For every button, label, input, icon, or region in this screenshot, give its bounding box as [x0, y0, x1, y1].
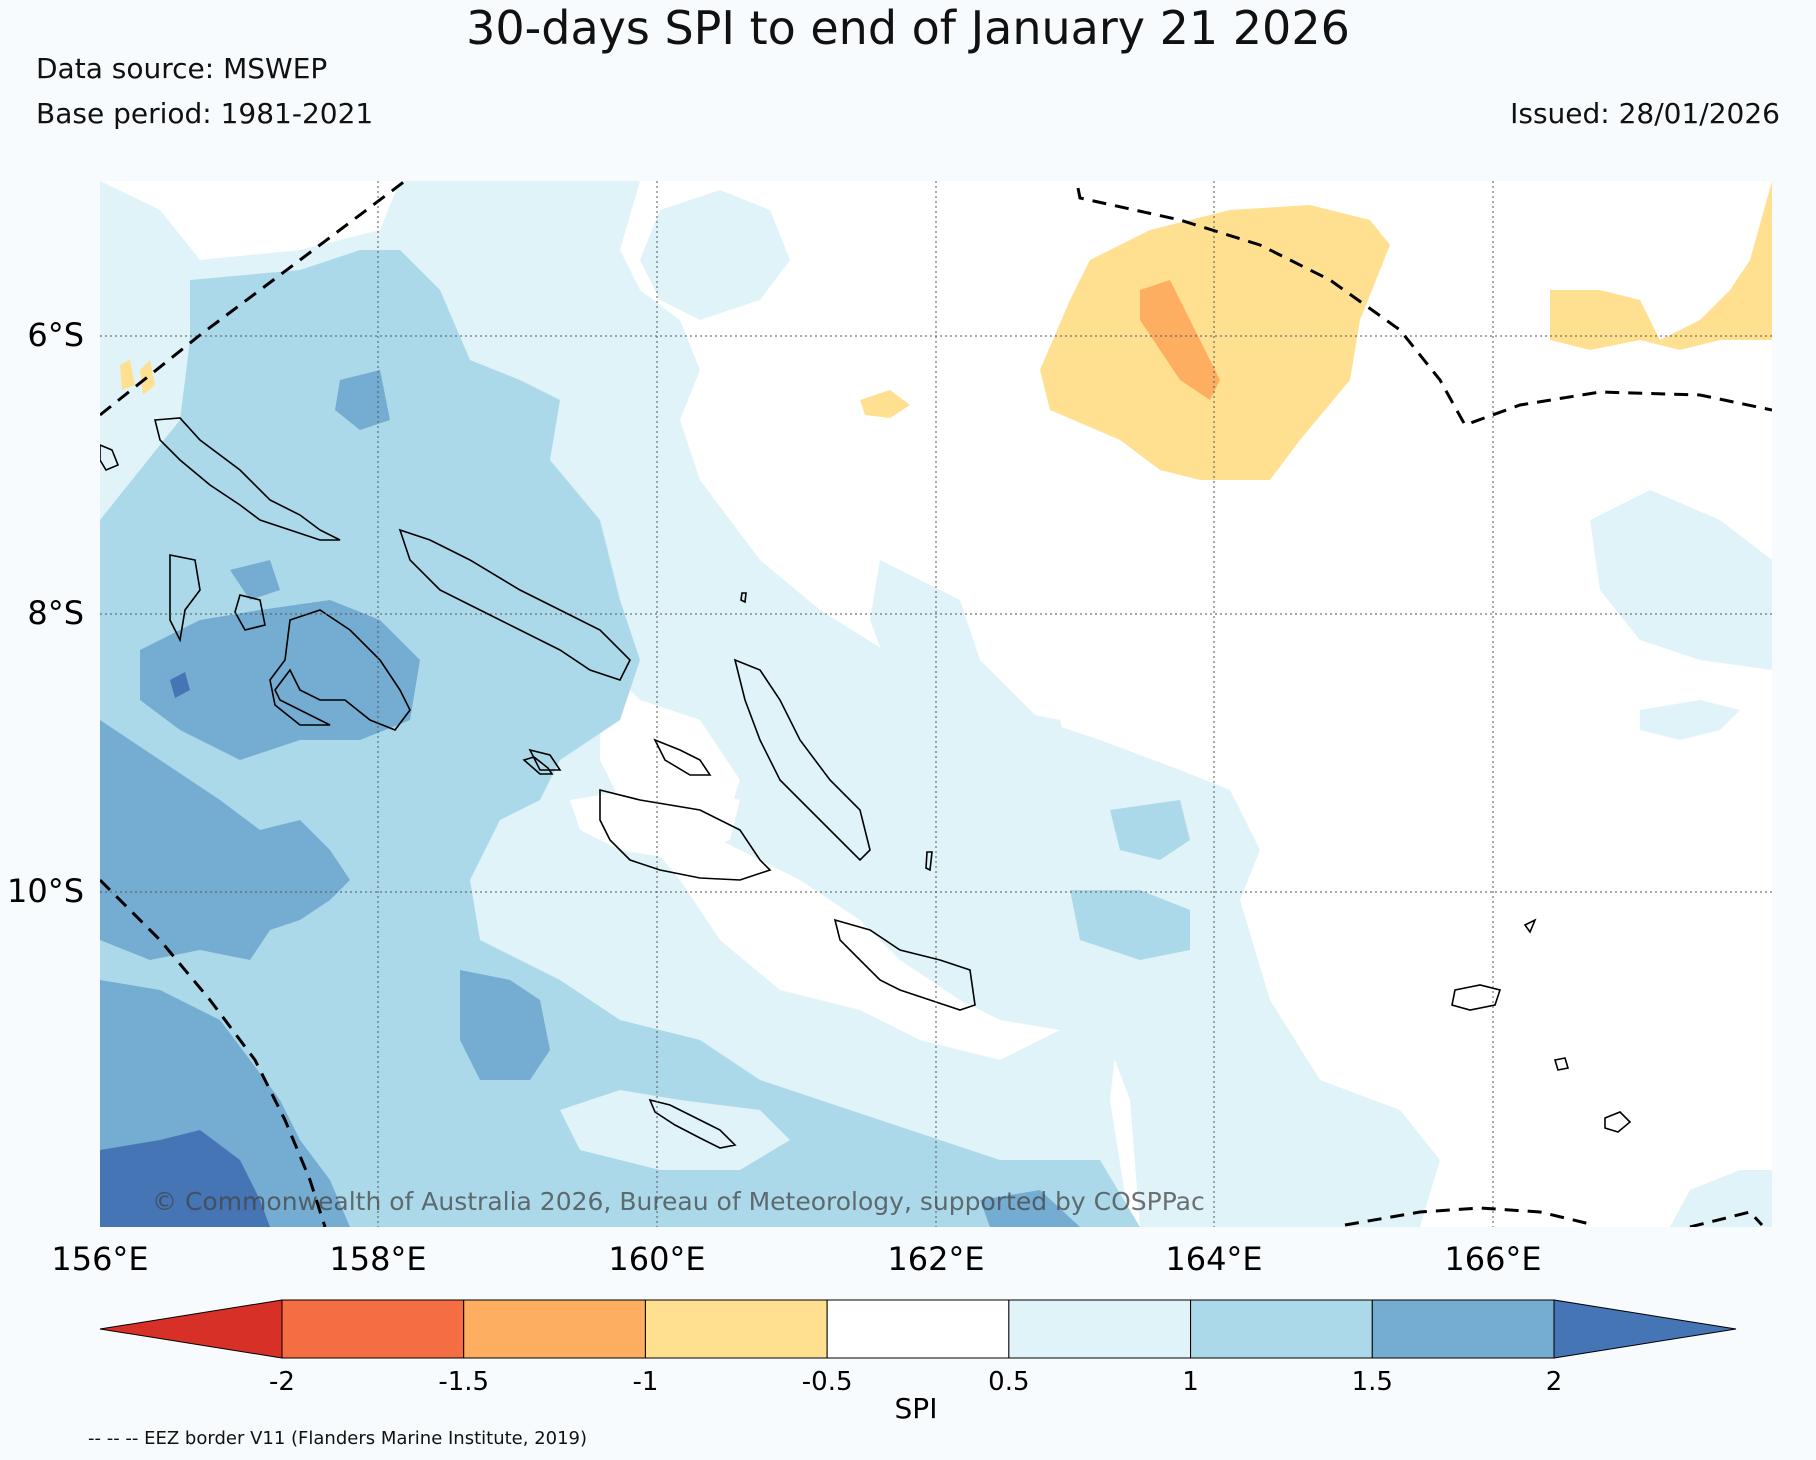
spi-area-wet-small [230, 560, 280, 600]
spi-area-slightly-wet-ne2 [1640, 700, 1740, 740]
coastlines [100, 417, 1632, 1149]
colorbar-tick-label: 1.5 [1352, 1367, 1393, 1397]
island-kolombangara [234, 594, 266, 631]
colorbar-tick-label: -0.5 [802, 1367, 853, 1397]
lon-label-158e: 158°E [329, 1240, 426, 1278]
colorbar-extension-low [99, 1299, 283, 1359]
spi-area-slightly-dry-w2 [140, 360, 155, 395]
spi-area-slightly-wet-s [560, 1090, 790, 1170]
spi-area-wet-n [335, 370, 390, 430]
spi-area-moderately-wet-e2 [1070, 890, 1190, 960]
spi-area-very-wet [100, 1130, 270, 1227]
base-period-text: Base period: 1981-2021 [36, 97, 374, 130]
island-russell [528, 748, 562, 771]
graticule [100, 181, 1772, 1227]
spi-area-slightly-dry-ne [1040, 205, 1390, 480]
spi-area-slightly-wet-ne [1590, 490, 1772, 670]
spi-area-normal-central [600, 660, 1060, 1060]
lon-label-166e: 166°E [1444, 1240, 1541, 1278]
colorbar-tick-label: 0.5 [988, 1367, 1029, 1397]
colorbar-segment [463, 1299, 646, 1359]
lon-label-162e: 162°E [887, 1240, 984, 1278]
colorbar-tick-label: 1 [1182, 1367, 1199, 1397]
island-guadalcanal [599, 788, 772, 881]
colorbar-segment [644, 1299, 828, 1359]
colorbar-label: SPI [895, 1392, 938, 1425]
spi-area-very-wet-small [170, 672, 190, 698]
map-title: 30-days SPI to end of January 21 2026 [466, 1, 1350, 55]
spi-area-wet-s [460, 970, 550, 1080]
lat-label-10s: 10°S [7, 872, 84, 910]
issued-date-text: Issued: 28/01/2026 [1510, 97, 1780, 130]
colorbar-tick-label: -2 [269, 1367, 295, 1397]
island-small-1 [740, 592, 747, 604]
spi-area-normal-east [400, 181, 1772, 1227]
island-rennell [648, 1098, 737, 1149]
copyright-text: © Commonwealth of Australia 2026, Bureau… [152, 1187, 1205, 1216]
eez-border [100, 181, 1772, 1227]
island-choiseul [153, 417, 341, 541]
island-santa-cruz [1451, 984, 1502, 1011]
island-small-2 [522, 756, 554, 775]
spi-area-slightly-dry-small [860, 390, 910, 418]
island-makira [833, 918, 976, 1011]
colorbar-segment [1190, 1299, 1373, 1359]
spi-area-wet-s2 [980, 1190, 1080, 1227]
colorbar-segment [826, 1299, 1010, 1359]
colorbar-tick-label: -1 [632, 1367, 658, 1397]
island-duff [1523, 918, 1537, 934]
lon-label-164e: 164°E [1165, 1240, 1262, 1278]
spi-area-wet-islands [140, 600, 420, 760]
spi-area-slightly-dry-w [120, 360, 135, 390]
lon-label-156e: 156°E [51, 1240, 148, 1278]
island-vanikoro [1604, 1111, 1632, 1133]
colorbar-segment [1008, 1299, 1192, 1359]
spi-area-moderately-wet [100, 250, 1140, 1227]
island-vella-lavella [169, 554, 201, 643]
eez-legend-note: -- -- -- EEZ border V11 (Flanders Marine… [88, 1428, 588, 1449]
colorbar-segment [281, 1299, 465, 1359]
island-santa-isabel [398, 528, 631, 681]
island-new-georgia [269, 609, 411, 731]
colorbar-extension-high [1553, 1299, 1737, 1359]
colorbar-tick-label: -1.5 [438, 1367, 489, 1397]
island-malaita [733, 658, 871, 862]
spi-area-slightly-wet-south [870, 560, 1440, 1227]
lat-label-6s: 6°S [27, 316, 84, 354]
island-utupua [1553, 1057, 1570, 1071]
lat-label-8s: 8°S [27, 594, 84, 632]
island-florida [653, 738, 712, 776]
lon-label-160e: 160°E [608, 1240, 705, 1278]
island-ulawa [925, 851, 933, 872]
spi-area-moderately-wet-e1 [1110, 800, 1190, 860]
spi-area-slightly-dry-far-ne [1550, 181, 1772, 350]
colorbar: -2 -1.5 -1 -0.5 0.5 1 1.5 2 [99, 1299, 1737, 1397]
spi-area-dry [1140, 280, 1220, 400]
colorbar-tick-label: 2 [1546, 1367, 1563, 1397]
spi-area-slightly-wet-n [640, 190, 790, 320]
spi-area-wet-west [100, 720, 350, 960]
colorbar-segment [1371, 1299, 1555, 1359]
data-source-text: Data source: MSWEP [36, 52, 328, 85]
island-bougainville-tip [100, 444, 120, 472]
